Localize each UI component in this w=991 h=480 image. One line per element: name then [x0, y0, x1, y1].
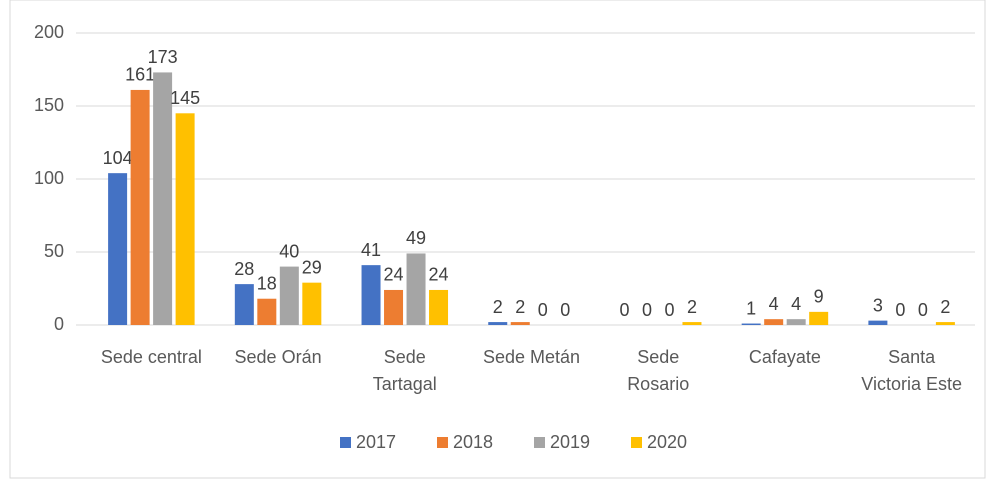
data-label: 9 [814, 287, 824, 307]
data-label: 29 [302, 257, 322, 277]
bar [868, 320, 888, 325]
bar [935, 322, 955, 325]
data-label: 0 [619, 300, 629, 320]
bar [429, 289, 449, 325]
y-tick-label: 0 [54, 314, 64, 334]
data-label: 0 [918, 300, 928, 320]
x-tick-label: Santa [888, 347, 936, 367]
legend-label: 2020 [647, 432, 687, 452]
bar [488, 322, 508, 325]
legend-label: 2019 [550, 432, 590, 452]
bar [786, 319, 806, 325]
x-tick-label: Sede [384, 347, 426, 367]
data-label: 24 [429, 265, 449, 285]
bar [361, 265, 381, 325]
data-label: 0 [642, 300, 652, 320]
data-label: 49 [406, 228, 426, 248]
y-tick-label: 50 [44, 241, 64, 261]
x-tick-label: Rosario [627, 374, 689, 394]
bar [153, 72, 173, 325]
data-label: 24 [384, 265, 404, 285]
x-tick-label: Sede central [101, 347, 202, 367]
data-label: 4 [769, 294, 779, 314]
data-label: 2 [493, 297, 503, 317]
data-label: 1 [746, 298, 756, 318]
data-label: 0 [664, 300, 674, 320]
bar [130, 89, 150, 325]
bar [279, 266, 299, 325]
bar [764, 319, 784, 325]
bar [809, 311, 829, 325]
data-label: 3 [873, 295, 883, 315]
y-tick-label: 200 [34, 22, 64, 42]
legend-swatch [534, 437, 545, 448]
data-label: 0 [895, 300, 905, 320]
chart-border [9, 0, 986, 479]
data-label: 2 [515, 297, 525, 317]
data-label: 161 [125, 65, 155, 85]
legend-label: 2017 [356, 432, 396, 452]
bar [682, 322, 702, 325]
legend-swatch [340, 437, 351, 448]
data-label: 145 [170, 88, 200, 108]
data-label: 104 [103, 148, 133, 168]
x-tick-label: Sede [637, 347, 679, 367]
legend-swatch [631, 437, 642, 448]
bar [302, 282, 322, 325]
data-label: 28 [234, 259, 254, 279]
data-label: 0 [560, 300, 570, 320]
data-label: 173 [148, 47, 178, 67]
bar [257, 298, 277, 325]
bar [234, 284, 254, 325]
legend-label: 2018 [453, 432, 493, 452]
x-tick-label: Tartagal [373, 374, 437, 394]
y-tick-label: 150 [34, 95, 64, 115]
bar [175, 113, 195, 325]
bar [510, 322, 530, 325]
y-tick-label: 100 [34, 168, 64, 188]
x-tick-label: Sede Orán [235, 347, 322, 367]
bar [406, 253, 426, 325]
data-label: 2 [687, 297, 697, 317]
legend-swatch [437, 437, 448, 448]
data-label: 2 [940, 297, 950, 317]
bar [108, 173, 128, 325]
x-tick-label: Cafayate [749, 347, 821, 367]
bar [741, 323, 761, 325]
x-tick-label: Sede Metán [483, 347, 580, 367]
data-label: 41 [361, 240, 381, 260]
data-label: 40 [279, 241, 299, 261]
x-tick-label: Victoria Este [861, 374, 962, 394]
data-label: 0 [538, 300, 548, 320]
data-label: 4 [791, 294, 801, 314]
data-label: 18 [257, 273, 277, 293]
bar [384, 289, 404, 325]
